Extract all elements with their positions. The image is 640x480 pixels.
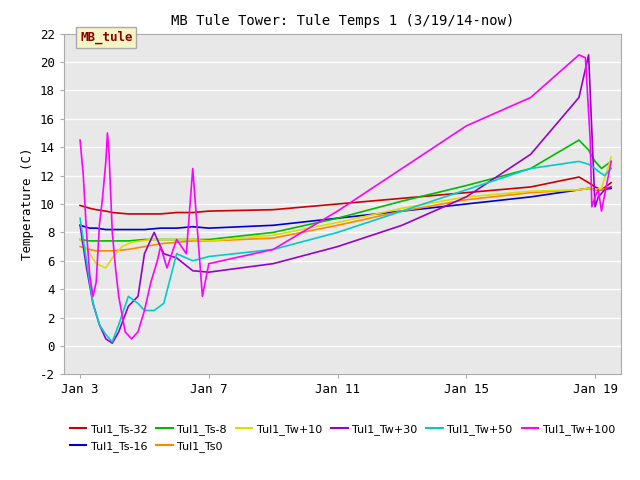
Y-axis label: Temperature (C): Temperature (C) (21, 148, 35, 260)
Title: MB Tule Tower: Tule Temps 1 (3/19/14-now): MB Tule Tower: Tule Temps 1 (3/19/14-now… (171, 14, 514, 28)
Legend: Tul1_Ts-32, Tul1_Ts-16, Tul1_Ts-8, Tul1_Ts0, Tul1_Tw+10, Tul1_Tw+30, Tul1_Tw+50,: Tul1_Ts-32, Tul1_Ts-16, Tul1_Ts-8, Tul1_… (70, 424, 615, 452)
Text: MB_tule: MB_tule (80, 31, 132, 44)
